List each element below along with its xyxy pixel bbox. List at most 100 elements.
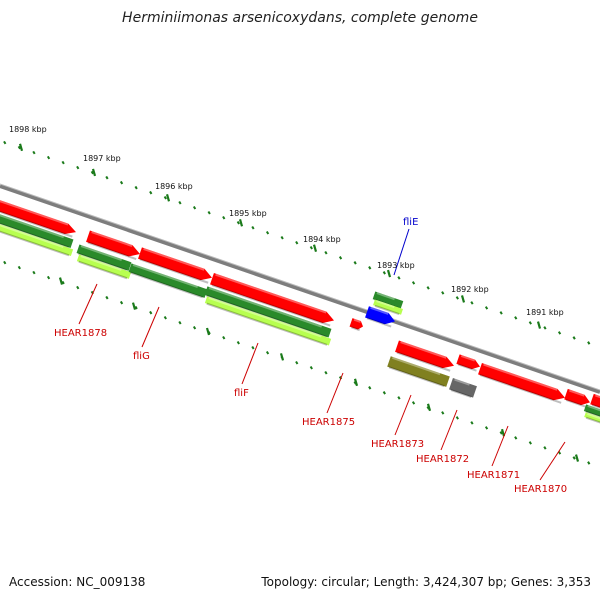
callout-line: [241, 342, 259, 385]
gene-red-5: [395, 340, 455, 372]
label-callouts: [78, 228, 566, 481]
gene-red-3-body: [138, 247, 212, 281]
gene-lime-edge-body: [584, 412, 600, 426]
gene-green-edge-shine: [587, 404, 600, 413]
gene-red-1-shine: [0, 198, 69, 226]
minor-tick: [397, 276, 401, 280]
minor-tick: [163, 195, 167, 200]
minor-tick: [455, 296, 459, 300]
gene-red-4-shade: [211, 284, 331, 327]
map-title: Herminiimonas arsenicoxydans, complete g…: [122, 10, 478, 26]
gene-label: fliE: [403, 217, 418, 228]
gene-label: fliF: [234, 388, 249, 399]
major-tick: [460, 295, 466, 303]
gene-flie-green-body: [372, 291, 404, 309]
minor-tick: [514, 316, 518, 320]
gene-green-1-shine: [0, 211, 65, 239]
gene-green-3-body: [128, 263, 208, 298]
minor-tick: [499, 431, 503, 435]
minor-tick: [76, 165, 80, 170]
topology-text: Topology: circular; Length: 3,424,307 bp…: [261, 575, 591, 589]
gene-olive-body: [387, 356, 450, 387]
gene-red-2: [86, 230, 140, 260]
gene-red-6-shade: [457, 363, 477, 372]
gene-green-edge-shade: [585, 410, 600, 420]
minor-tick: [149, 310, 153, 315]
gene-green-edge-body: [583, 404, 600, 420]
tick-track-inner: [3, 260, 591, 465]
gene-label: fliG: [133, 351, 150, 362]
minor-tick: [163, 315, 167, 320]
gene-red-3-shade: [139, 258, 209, 284]
major-tick: [386, 269, 392, 278]
minor-tick: [105, 295, 109, 300]
minor-tick: [251, 345, 255, 350]
major-tick: [536, 321, 542, 329]
minor-tick: [528, 321, 532, 325]
minor-tick: [484, 426, 489, 430]
minor-tick: [119, 300, 124, 305]
minor-tick: [557, 331, 562, 335]
gene-lime-2-shine: [80, 255, 122, 271]
gene-olive-shine: [392, 356, 441, 376]
gene-lime-4-shade: [206, 302, 328, 346]
minor-tick: [236, 220, 240, 225]
gene-gray: [449, 378, 477, 398]
minor-tick: [557, 451, 562, 455]
gene-red-9: [590, 393, 600, 411]
genome-backbone-highlight: [0, 183, 600, 391]
gene-red-2-shade: [87, 241, 137, 260]
gene-red-7-body: [478, 362, 566, 401]
minor-tick: [207, 210, 211, 215]
minor-tick: [455, 416, 459, 420]
minor-tick: [265, 350, 270, 355]
callout-line: [440, 409, 458, 451]
gene-red-1-body: [0, 197, 77, 235]
minor-tick: [543, 446, 547, 450]
gene-red-6-body: [456, 354, 481, 370]
gene-lime-1-shade: [0, 227, 70, 257]
gene-flie-blue: [365, 306, 396, 328]
minor-tick: [382, 391, 386, 395]
gene-red-8: [564, 388, 590, 408]
minor-tick: [572, 336, 576, 340]
minor-tick: [382, 271, 386, 275]
minor-tick: [3, 140, 7, 145]
gene-label: HEAR1875: [302, 417, 355, 428]
minor-tick: [280, 236, 284, 240]
callout-line: [326, 372, 344, 414]
gene-lime-edge-shade: [585, 416, 600, 426]
gene-red-9-body: [590, 393, 600, 409]
gene-labels: HEAR1878 fliG fliF HEAR1875 HEAR1873 HEAR1872…: [54, 217, 567, 495]
gene-flie-blue-shine: [370, 306, 389, 315]
gene-lime-1-body: [0, 221, 74, 257]
major-tick: [91, 168, 97, 177]
minor-tick: [587, 341, 591, 345]
minor-tick: [411, 281, 416, 285]
major-tick: [131, 302, 137, 310]
major-tick: [58, 277, 64, 285]
gene-label: HEAR1873: [371, 439, 424, 450]
minor-tick: [470, 421, 474, 425]
minor-tick: [134, 185, 138, 190]
callout-line: [539, 441, 566, 481]
minor-tick: [90, 170, 94, 175]
gene-green-4-shine: [208, 287, 323, 328]
minor-tick: [484, 306, 489, 310]
minor-tick: [543, 326, 547, 330]
gene-flie-lime-shine: [376, 300, 395, 309]
gene-red-7-shine: [483, 363, 558, 391]
gene-red-5-shade: [396, 351, 451, 372]
minor-tick: [251, 225, 255, 230]
gene-lime-2-body: [76, 254, 132, 279]
gene-lime-2: [76, 254, 132, 280]
gene-lime-1: [0, 221, 74, 257]
accession-text: Accession: NC_009138: [9, 575, 146, 589]
gene-red-small-body: [349, 318, 364, 330]
minor-tick: [441, 291, 445, 295]
major-tick: [353, 378, 359, 387]
kbp-label: 1892 kbp: [451, 285, 489, 294]
minor-tick: [32, 150, 36, 155]
gene-red-1: [0, 197, 77, 238]
major-tick: [165, 193, 171, 202]
